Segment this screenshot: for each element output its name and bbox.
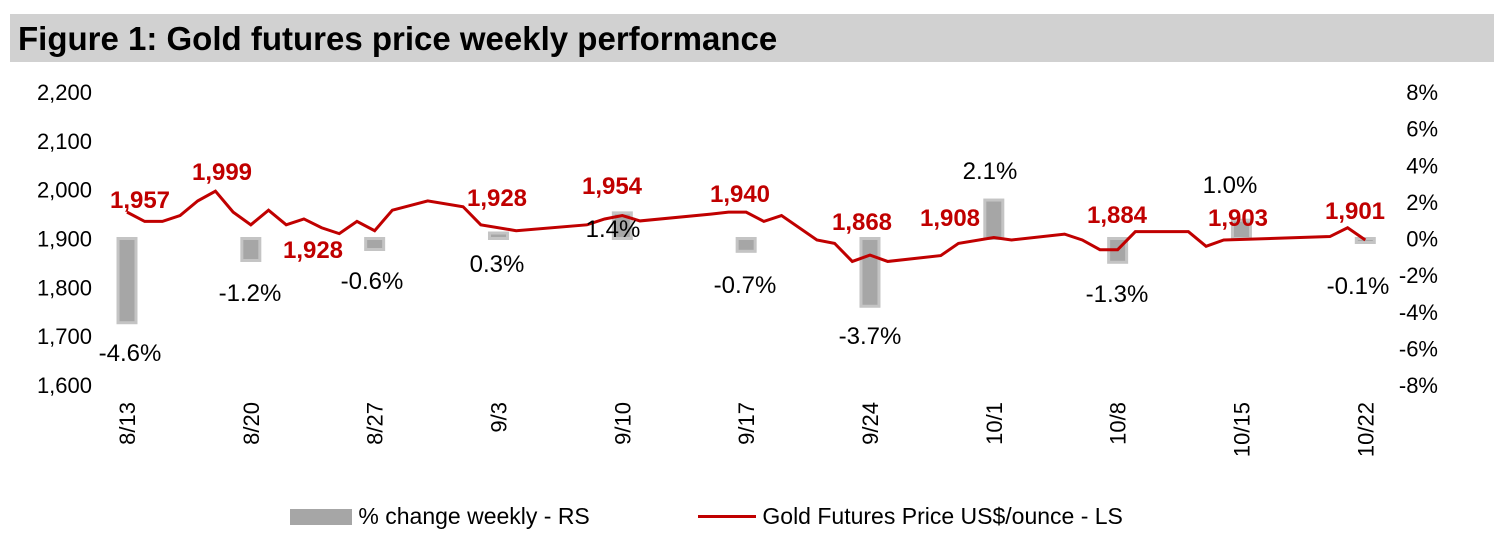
chart-title: Figure 1: Gold futures price weekly perf…: [18, 20, 778, 57]
right-axis-tick: 2%: [1406, 190, 1438, 215]
left-axis-tick: 1,600: [37, 373, 92, 398]
pct-data-label: -0.6%: [341, 268, 404, 295]
right-axis-tick: -6%: [1399, 336, 1438, 361]
x-axis-tick: 10/22: [1353, 402, 1378, 457]
pct-data-label: 1.0%: [1203, 172, 1258, 199]
price-line: [126, 189, 1367, 264]
legend-bar: % change weekly - RS: [290, 503, 590, 530]
legend-line-label: Gold Futures Price US$/ounce - LS: [762, 503, 1123, 529]
left-axis-tick: 2,200: [37, 80, 92, 105]
price-data-label: 1,928: [283, 237, 343, 264]
x-axis-tick: 9/24: [858, 402, 883, 445]
right-axis-tick: -4%: [1399, 300, 1438, 325]
right-axis-tick: 6%: [1406, 117, 1438, 142]
pct-data-label: -1.3%: [1086, 281, 1149, 308]
x-axis-tick: 8/27: [363, 402, 388, 445]
bar: [240, 237, 262, 262]
left-axis-tick: 1,800: [37, 275, 92, 300]
legend-bar-swatch: [290, 509, 352, 525]
price-data-label: 1,908: [920, 205, 980, 232]
pct-data-label: -0.1%: [1327, 273, 1390, 300]
pct-data-label: 2.1%: [963, 158, 1018, 185]
legend-bar-label: % change weekly - RS: [358, 503, 590, 529]
bar: [735, 237, 757, 253]
pct-data-label: -1.2%: [219, 280, 282, 307]
pct-data-label: -3.7%: [839, 323, 902, 350]
right-axis-tick: -2%: [1399, 263, 1438, 288]
x-axis-tick: 10/1: [982, 402, 1007, 445]
price-data-label: 1,903: [1208, 205, 1268, 232]
x-axis-tick: 8/13: [115, 402, 140, 445]
right-axis-tick: 0%: [1406, 227, 1438, 252]
bar: [487, 231, 509, 241]
pct-data-label: 1.4%: [586, 216, 641, 243]
price-data-label: 1,954: [582, 173, 643, 200]
x-axis-tick: 9/3: [486, 402, 511, 433]
price-data-label: 1,940: [710, 181, 770, 208]
right-axis-tick: 8%: [1406, 80, 1438, 105]
right-axis-tick: 4%: [1406, 153, 1438, 178]
legend-line: Gold Futures Price US$/ounce - LS: [698, 503, 1123, 530]
left-axis-tick: 2,100: [37, 129, 92, 154]
legend-line-swatch: [698, 515, 756, 518]
bar: [364, 237, 386, 251]
left-axis-tick: 2,000: [37, 178, 92, 203]
pct-data-label: 0.3%: [470, 251, 525, 278]
price-data-label: 1,999: [192, 159, 252, 186]
x-axis-tick: 10/8: [1106, 402, 1131, 445]
price-data-label: 1,901: [1325, 198, 1385, 225]
x-axis-tick: 10/15: [1229, 402, 1254, 457]
pct-data-label: -0.7%: [714, 272, 777, 299]
pct-data-label: -4.6%: [99, 340, 162, 367]
bar: [116, 237, 138, 325]
right-axis-tick: -8%: [1399, 373, 1438, 398]
price-data-label: 1,957: [110, 187, 170, 214]
price-data-label: 1,884: [1087, 202, 1148, 229]
bar: [859, 237, 881, 308]
price-data-label: 1,928: [467, 185, 527, 212]
x-axis-tick: 9/17: [734, 402, 759, 445]
x-axis-tick: 8/20: [239, 402, 264, 445]
left-axis-tick: 1,700: [37, 324, 92, 349]
left-axis-tick: 1,900: [37, 227, 92, 252]
price-data-label: 1,868: [832, 209, 892, 236]
bar: [611, 211, 633, 241]
bar: [983, 198, 1005, 240]
x-axis-tick: 9/10: [610, 402, 635, 445]
title-bar: Figure 1: Gold futures price weekly perf…: [10, 14, 1494, 62]
